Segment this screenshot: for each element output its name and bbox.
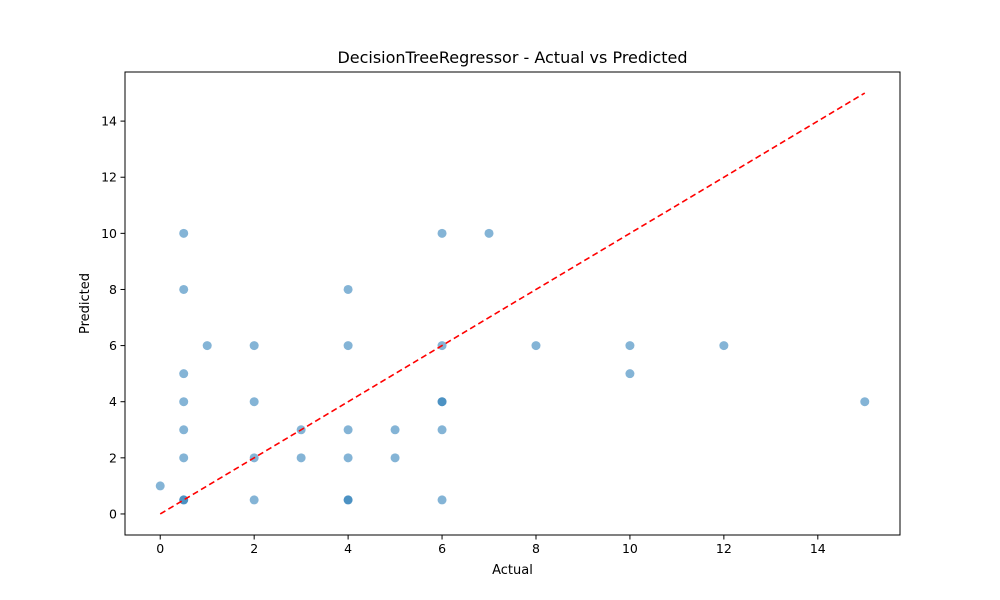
data-point [179,284,189,294]
data-point [390,453,400,463]
data-point [625,341,635,351]
data-point [390,425,400,435]
y-tick-label: 0 [109,506,117,521]
data-point [437,495,447,505]
y-tick-label: 8 [109,282,117,297]
x-tick-label: 0 [156,541,164,556]
y-tick-label: 6 [109,338,117,353]
data-point [343,425,353,435]
data-point [249,495,259,505]
data-point [249,341,259,351]
data-point [179,425,189,435]
data-point [719,341,729,351]
data-point [343,341,353,351]
data-point [437,397,447,407]
data-point [343,495,353,505]
data-point [179,228,189,238]
y-tick-label: 12 [101,170,117,185]
data-point [860,397,870,407]
y-tick-label: 2 [109,450,117,465]
data-point [202,341,212,351]
x-tick-label: 2 [250,541,258,556]
data-point [155,481,165,491]
data-point [625,369,635,379]
x-tick-label: 14 [810,541,826,556]
data-point [343,453,353,463]
y-axis-label: Predicted [78,273,93,334]
y-tick-label: 10 [101,226,117,241]
data-point [531,341,541,351]
x-axis-label: Actual [492,563,533,578]
data-point [343,284,353,294]
data-point [484,228,494,238]
x-tick-label: 4 [344,541,352,556]
data-point [179,369,189,379]
data-point [179,397,189,407]
x-tick-label: 12 [716,541,732,556]
data-point [296,453,306,463]
data-point [179,495,189,505]
x-axis-ticks: 0 2 4 6 8 10 12 14 [156,535,826,556]
x-tick-label: 8 [532,541,540,556]
data-point [179,453,189,463]
reference-line [159,92,866,515]
data-point [249,397,259,407]
x-tick-label: 6 [438,541,446,556]
y-tick-label: 14 [101,114,117,129]
points-layer [155,228,870,505]
y-axis-ticks: 0 2 4 6 8 10 12 14 [101,114,125,521]
chart-title: DecisionTreeRegressor - Actual vs Predic… [337,48,687,67]
plot-frame [124,71,901,536]
x-tick-label: 10 [622,541,638,556]
y-tick-label: 4 [109,394,117,409]
data-point [437,228,447,238]
data-point [437,425,447,435]
